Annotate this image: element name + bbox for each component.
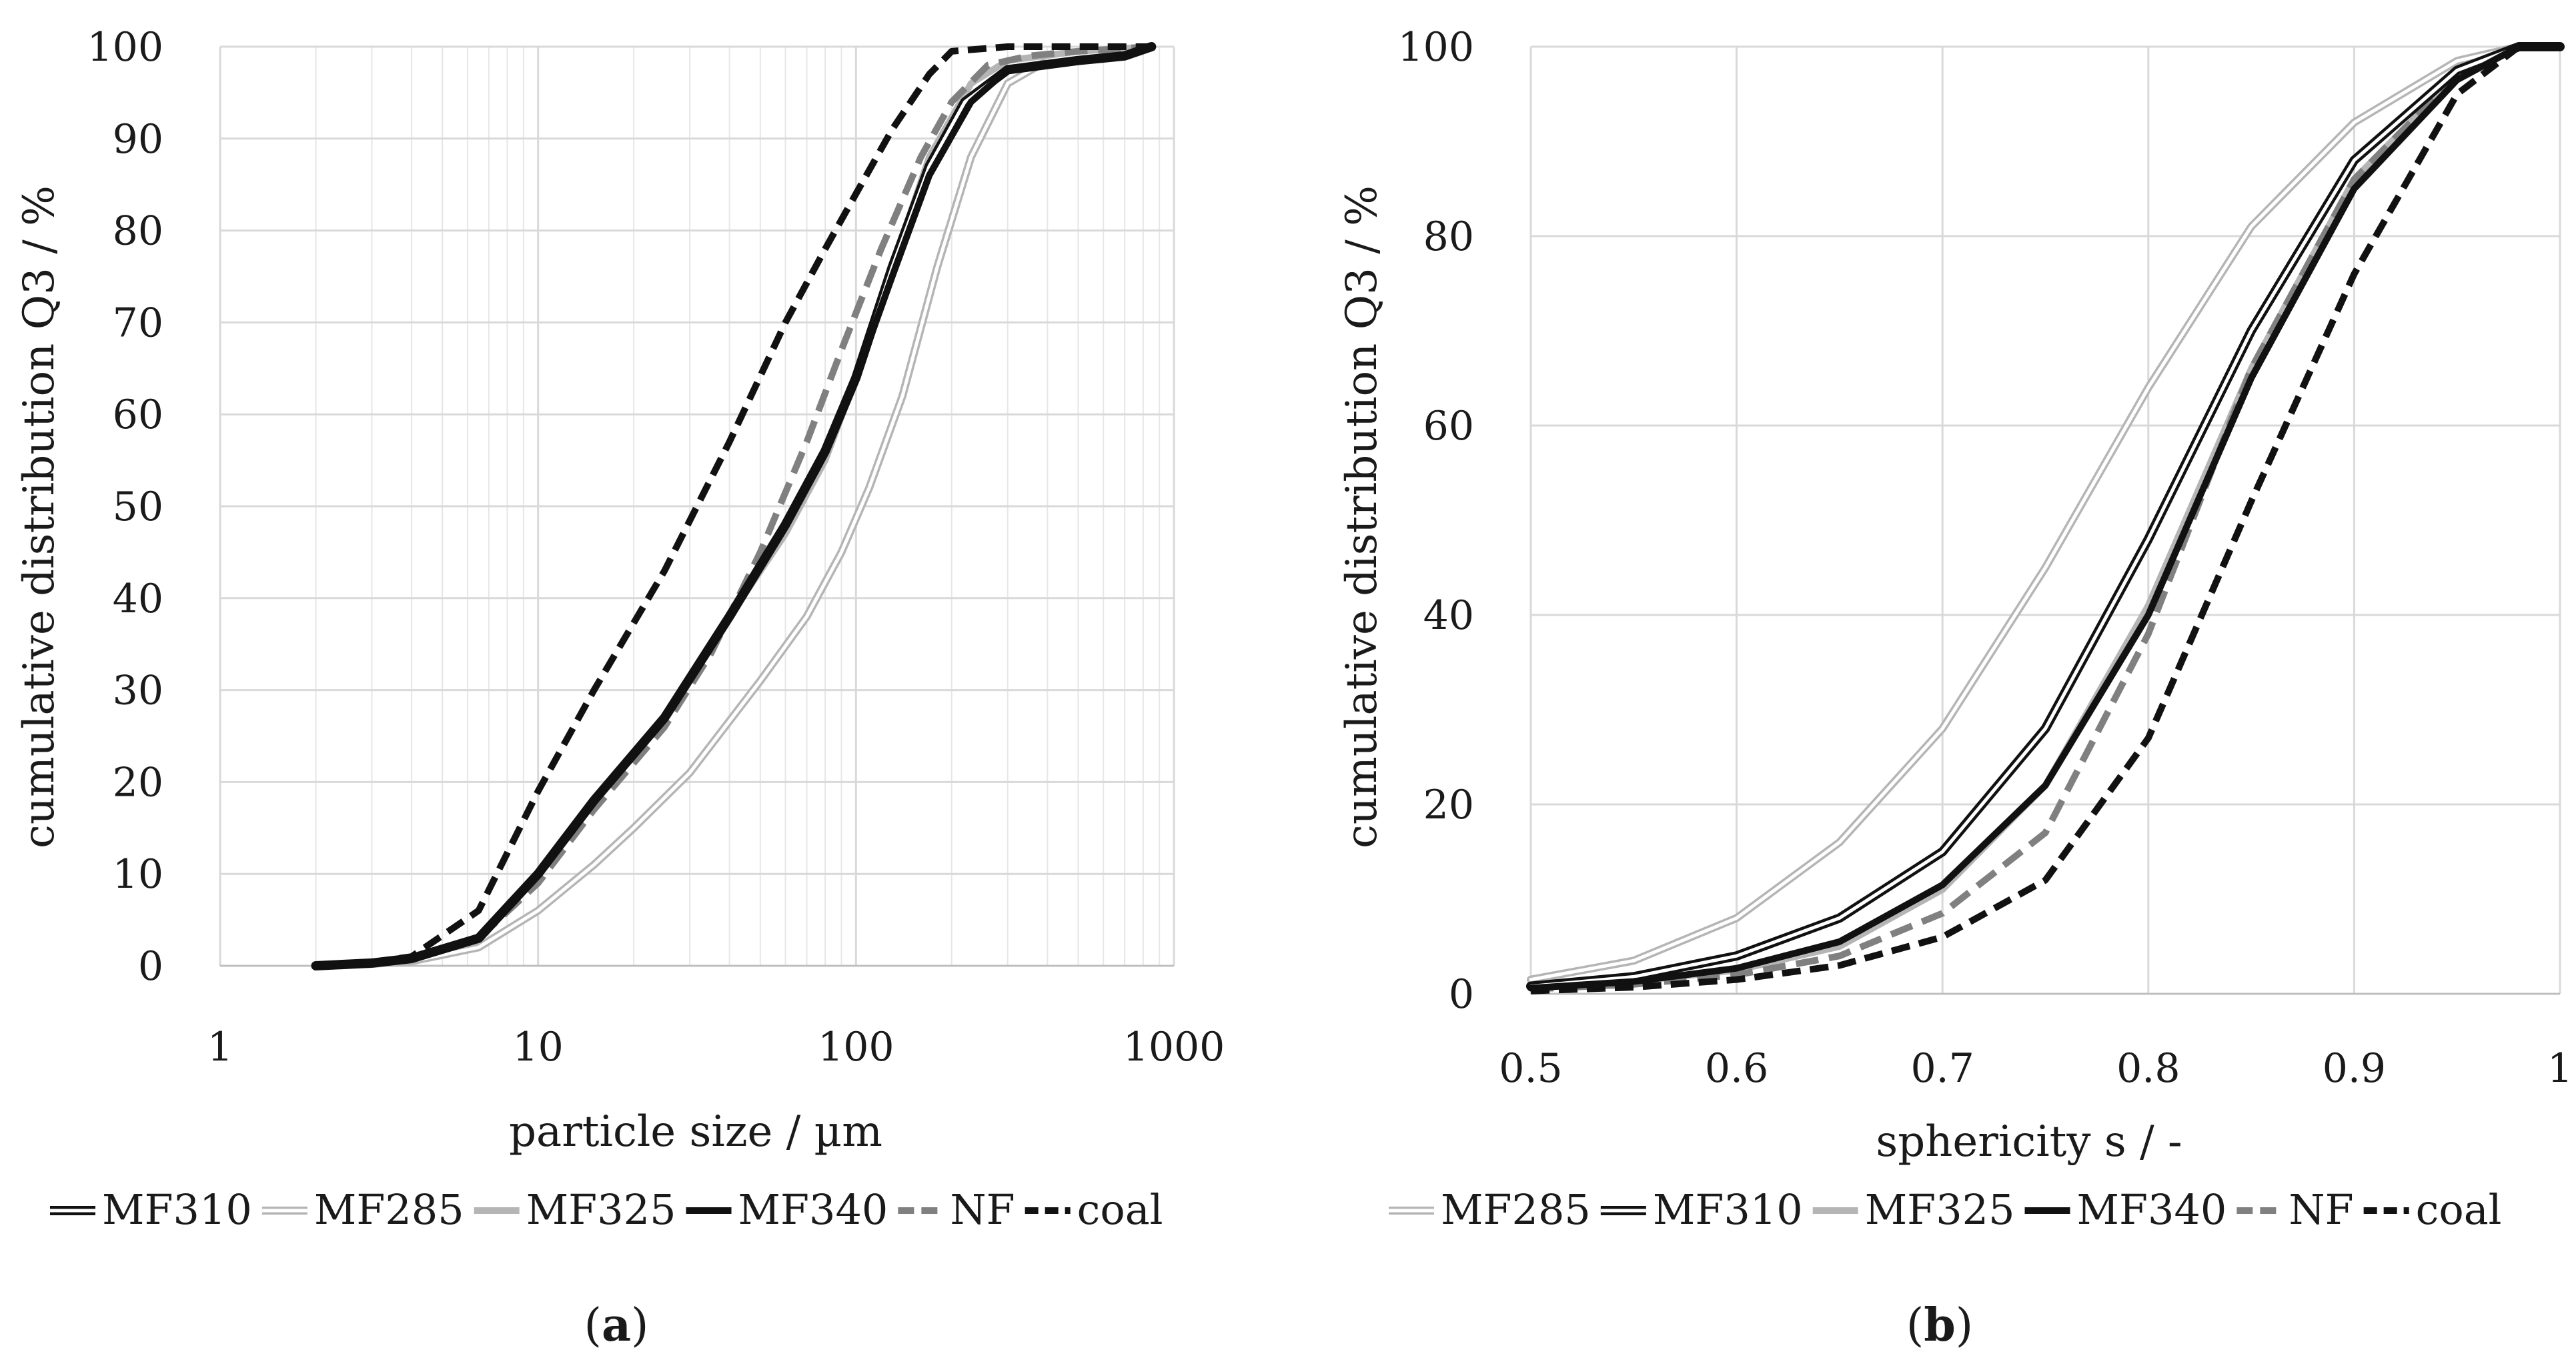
chart-b: 0.5 0.6 0.7 0.8 0.9 1 0 20 40 60 80 100 sphericity…	[1337, 24, 2573, 1352]
series-coal-stroke	[1530, 43, 2560, 994]
legend-item-mf325: MF325	[1812, 1185, 2015, 1234]
legend-label: MF285	[1441, 1185, 1591, 1234]
legend-item-nf: NF	[898, 1185, 1015, 1234]
x-tick-label: 0.8	[2116, 1045, 2180, 1092]
legend-item-mf310: MF310	[50, 1185, 252, 1234]
series-mf340-stroke	[312, 43, 1155, 969]
x-tick-label: 1	[207, 1024, 233, 1071]
y-tick-label: 80	[1423, 213, 1474, 260]
chart-a-series	[311, 42, 1157, 970]
series-mf340-stroke	[1527, 43, 2563, 992]
y-tick-label: 60	[1423, 403, 1474, 450]
chart-a-x-axis-title: particle size / µm	[509, 1107, 882, 1157]
y-tick-label: 80	[113, 208, 163, 255]
series-mf340-line	[312, 43, 1155, 969]
y-tick-label: 20	[113, 759, 163, 806]
chart-a-grid	[219, 45, 1175, 967]
chart-a-y-ticks: 0 10 20 30 40 50 60 70 80 90 100	[87, 24, 163, 990]
chart-b-x-ticks: 0.5 0.6 0.7 0.8 0.9 1	[1499, 1045, 2573, 1092]
legend-label: MF340	[738, 1185, 888, 1234]
y-tick-label: 50	[113, 484, 163, 530]
chart-b-grid	[1529, 45, 2561, 995]
chart-a-panel-label: (a)	[584, 1299, 648, 1352]
legend-label: MF285	[314, 1185, 464, 1234]
chart-b-panel-letter: b	[1924, 1299, 1956, 1352]
chart-b-y-ticks: 0 20 40 60 80 100	[1397, 24, 1474, 1018]
chart-a-panel-letter: a	[602, 1299, 631, 1352]
legend-item-mf340: MF340	[686, 1185, 888, 1234]
y-tick-label: 0	[1449, 971, 1474, 1018]
y-tick-label: 0	[138, 943, 163, 990]
chart-a: 1 10 100 1000 0 10 20 30 40 50 60 70 80 90 100 partic…	[15, 24, 1225, 1352]
chart-b-x-axis-title: sphericity s / -	[1876, 1117, 2182, 1167]
legend-label: MF310	[1653, 1185, 1803, 1234]
x-tick-label: 0.6	[1705, 1045, 1768, 1092]
legend-label: MF310	[102, 1185, 252, 1234]
legend-label: MF325	[526, 1185, 676, 1234]
x-tick-label: 0.7	[1910, 1045, 1974, 1092]
series-mf310-stroke	[1529, 45, 2562, 988]
chart-a-x-ticks: 1 10 100 1000	[207, 1024, 1225, 1071]
y-tick-label: 10	[113, 851, 163, 898]
x-tick-label: 0.5	[1499, 1045, 1562, 1092]
series-mf285-line	[311, 43, 1156, 970]
y-tick-label: 70	[113, 299, 163, 346]
chart-a-legend: MF310 MF285 MF325 MF340 NF coal	[50, 1185, 1163, 1234]
x-tick-label: 0.9	[2323, 1045, 2386, 1092]
series-mf285-stroke	[314, 45, 1153, 968]
x-tick-label: 10	[512, 1024, 563, 1071]
x-tick-label: 1000	[1123, 1024, 1225, 1071]
x-tick-label: 100	[818, 1024, 894, 1071]
y-tick-label: 30	[113, 668, 163, 714]
series-coal-line	[1530, 43, 2560, 994]
legend-item-mf340: MF340	[2024, 1185, 2227, 1234]
legend-label: MF340	[2077, 1185, 2227, 1234]
y-tick-label: 90	[113, 116, 163, 163]
y-tick-label: 100	[1397, 24, 1474, 71]
legend-item-coal: coal	[2363, 1185, 2502, 1234]
legend-item-mf285: MF285	[261, 1185, 464, 1234]
series-mf310-line	[1526, 42, 2565, 991]
series-mf285-stroke	[1529, 45, 2562, 982]
legend-item-mf285: MF285	[1389, 1185, 1591, 1234]
chart-b-panel-label: (b)	[1906, 1299, 1974, 1352]
chart-b-y-axis-title: cumulative distribution Q3 / %	[1337, 185, 1387, 848]
y-tick-label: 60	[113, 392, 163, 438]
series-coal-line	[315, 43, 1152, 969]
legend-label: coal	[1077, 1185, 1163, 1234]
legend-item-mf325: MF325	[474, 1185, 676, 1234]
series-mf340-line	[1527, 43, 2563, 992]
series-mf285-line	[1527, 43, 2564, 984]
legend-label: NF	[950, 1185, 1015, 1234]
y-tick-label: 20	[1423, 782, 1474, 828]
legend-label: NF	[2289, 1185, 2353, 1234]
x-tick-label: 1	[2547, 1045, 2573, 1092]
legend-item-coal: coal	[1025, 1185, 1163, 1234]
legend-item-nf: NF	[2236, 1185, 2354, 1234]
series-coal-stroke	[315, 43, 1152, 969]
chart-a-y-axis-title: cumulative distribution Q3 / %	[15, 185, 64, 848]
y-tick-label: 100	[87, 24, 163, 71]
y-tick-label: 40	[1423, 592, 1474, 639]
legend-label: MF325	[1865, 1185, 2015, 1234]
chart-b-series	[1526, 42, 2565, 994]
chart-b-legend: MF285 MF310 MF325 MF340 NF coal	[1389, 1185, 2502, 1234]
legend-label: coal	[2416, 1185, 2502, 1234]
legend-item-mf310: MF310	[1600, 1185, 1803, 1234]
y-tick-label: 40	[113, 576, 163, 622]
